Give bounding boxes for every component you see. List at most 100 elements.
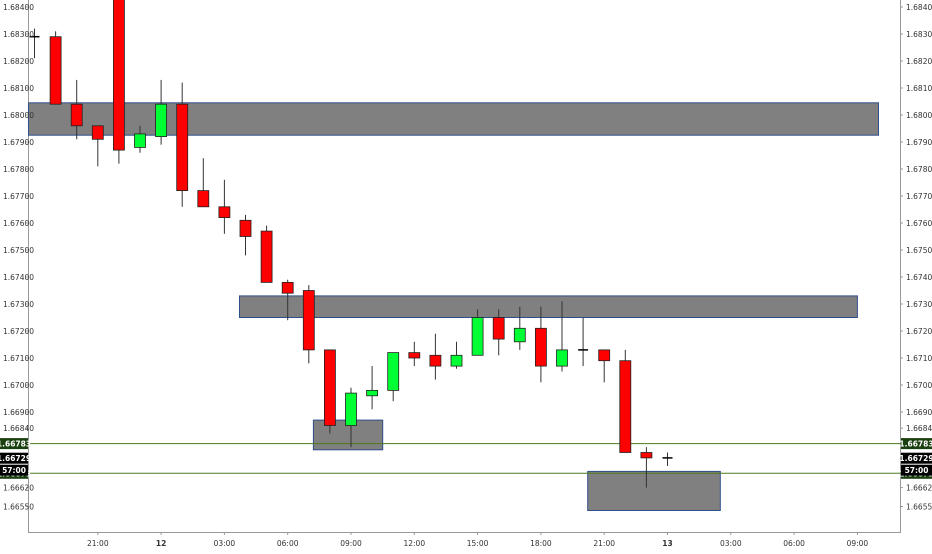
left-tick-label-11: 1.67300 <box>3 300 34 309</box>
candle-body-16[interactable] <box>366 389 379 397</box>
time-tick-label-2: 03:00 <box>214 539 236 548</box>
time-tick-label-1: 12 <box>156 539 166 548</box>
right-tick-label-9: 1.67500 <box>906 246 932 255</box>
candle-body-22[interactable] <box>492 317 505 340</box>
left-tick-label-7: 1.67700 <box>3 192 34 201</box>
left-tick-label-18: 1.66550 <box>3 503 34 512</box>
right-tick-label-17: 1.66620 <box>906 484 932 493</box>
left-tick-label-3: 1.68100 <box>3 84 34 93</box>
time-marker-tag-right-label: 57:00 <box>905 466 929 475</box>
right-tick-label-13: 1.67100 <box>906 354 932 363</box>
right-tick-label-7: 1.67700 <box>906 192 932 201</box>
candle-body-14[interactable] <box>323 349 336 426</box>
candle-body-28[interactable] <box>619 360 632 453</box>
candle-body-10[interactable] <box>239 219 252 237</box>
right-tick-label-1: 1.68300 <box>906 30 932 39</box>
left-tick-label-14: 1.67000 <box>3 381 34 390</box>
candle-body-24[interactable] <box>535 327 547 367</box>
time-tick-label-7: 18:00 <box>530 539 552 548</box>
hline-tag-right-0-bg <box>901 438 932 450</box>
left-price-axis: 1.68400 1.68300 1.68200 1.68100 1.68000 1.679… <box>3 3 34 512</box>
zones-layer <box>28 102 879 511</box>
left-tick-label-13: 1.67100 <box>3 354 34 363</box>
candle-body-18[interactable] <box>408 352 421 359</box>
left-tick-label-4: 1.68000 <box>3 111 34 120</box>
right-tick-label-0: 1.68400 <box>906 3 932 12</box>
candle-body-1[interactable] <box>49 36 62 105</box>
hline-tag-left-0-label: 1.66783 <box>0 440 31 449</box>
hline-tag-left-0-bg <box>0 438 28 450</box>
horizontal-lines-layer <box>28 443 901 474</box>
time-marker-tag-right-bg <box>901 464 932 476</box>
left-tick-label-16: 1.66840 <box>3 424 34 433</box>
right-tick-label-4: 1.68000 <box>906 111 932 120</box>
left-tick-label-8: 1.67600 <box>3 219 34 228</box>
candle-body-19[interactable] <box>429 354 442 367</box>
candles-layer <box>29 0 673 488</box>
right-tick-label-6: 1.67800 <box>906 165 932 174</box>
candle-body-25[interactable] <box>556 349 568 367</box>
price-tags-layer: 1.667831.667831.666731.666731.667291.667… <box>0 438 932 479</box>
candle-body-3[interactable] <box>91 125 104 140</box>
zone-rect-1[interactable] <box>239 295 858 318</box>
left-tick-label-0: 1.68400 <box>3 3 34 12</box>
candle-body-11[interactable] <box>260 230 273 283</box>
candle-body-2[interactable] <box>70 103 83 127</box>
current-price-tag-left-0-label: 1.66729 <box>0 454 31 463</box>
right-tick-label-15: 1.66900 <box>906 408 932 417</box>
time-marker-tag-left-bg <box>0 464 28 476</box>
zone-rect-0[interactable] <box>28 102 879 136</box>
time-marker-tag-left-label: 57:00 <box>2 466 26 475</box>
candle-body-6[interactable] <box>155 103 168 137</box>
time-tick-label-0: 21:00 <box>87 539 109 548</box>
current-price-tag-left-0-bg <box>0 452 28 464</box>
candle-body-23[interactable] <box>513 327 526 343</box>
candle-body-9[interactable] <box>218 206 231 219</box>
time-tick-label-5: 12:00 <box>403 539 425 548</box>
left-tick-label-5: 1.67900 <box>3 138 34 147</box>
right-tick-label-3: 1.68100 <box>906 84 932 93</box>
left-tick-label-12: 1.67200 <box>3 327 34 336</box>
right-tick-label-8: 1.67600 <box>906 219 932 228</box>
left-tick-label-1: 1.68300 <box>3 30 34 39</box>
left-tick-label-2: 1.68200 <box>3 57 34 66</box>
right-price-axis: 1.68400 1.68300 1.68200 1.68100 1.68000 1.679… <box>900 3 932 512</box>
current-price-tag-right-0-bg <box>901 452 932 464</box>
left-tick-label-15: 1.66900 <box>3 408 34 417</box>
time-tick-label-12: 09:00 <box>847 539 869 548</box>
candle-body-15[interactable] <box>345 392 357 426</box>
right-tick-label-11: 1.67300 <box>906 300 932 309</box>
right-tick-label-16: 1.66840 <box>906 424 932 433</box>
right-tick-label-2: 1.68200 <box>906 57 932 66</box>
candle-body-12[interactable] <box>281 281 294 294</box>
candle-body-17[interactable] <box>387 352 400 391</box>
zone-rect-3[interactable] <box>587 470 721 511</box>
right-tick-label-5: 1.67900 <box>906 138 932 147</box>
candle-body-20[interactable] <box>450 354 463 367</box>
time-axis: 21:00 12 03:00 06:00 09:00 12:00 15:00 18:00 21:… <box>87 532 868 548</box>
time-tick-label-11: 06:00 <box>783 539 805 548</box>
current-price-tag-right-0-label: 1.66729 <box>899 454 932 463</box>
candle-body-7[interactable] <box>176 103 189 191</box>
right-tick-label-18: 1.66550 <box>906 503 932 512</box>
candle-body-27[interactable] <box>598 349 611 362</box>
candle-body-13[interactable] <box>302 290 315 351</box>
time-tick-label-8: 21:00 <box>593 539 615 548</box>
candle-body-29[interactable] <box>640 452 653 459</box>
hline-tag-right-0-label: 1.66783 <box>899 440 932 449</box>
time-tick-label-3: 06:00 <box>277 539 299 548</box>
left-tick-label-10: 1.67400 <box>3 273 34 282</box>
time-tick-label-6: 15:00 <box>467 539 489 548</box>
time-tick-label-9: 13 <box>662 539 672 548</box>
candle-body-8[interactable] <box>197 190 210 208</box>
time-tick-label-10: 03:00 <box>720 539 742 548</box>
candle-body-5[interactable] <box>134 133 146 148</box>
time-tick-label-4: 09:00 <box>340 539 362 548</box>
right-tick-label-14: 1.67000 <box>906 381 932 390</box>
candle-body-4[interactable] <box>113 0 125 151</box>
left-tick-label-6: 1.67800 <box>3 165 34 174</box>
candle-body-21[interactable] <box>471 317 484 356</box>
